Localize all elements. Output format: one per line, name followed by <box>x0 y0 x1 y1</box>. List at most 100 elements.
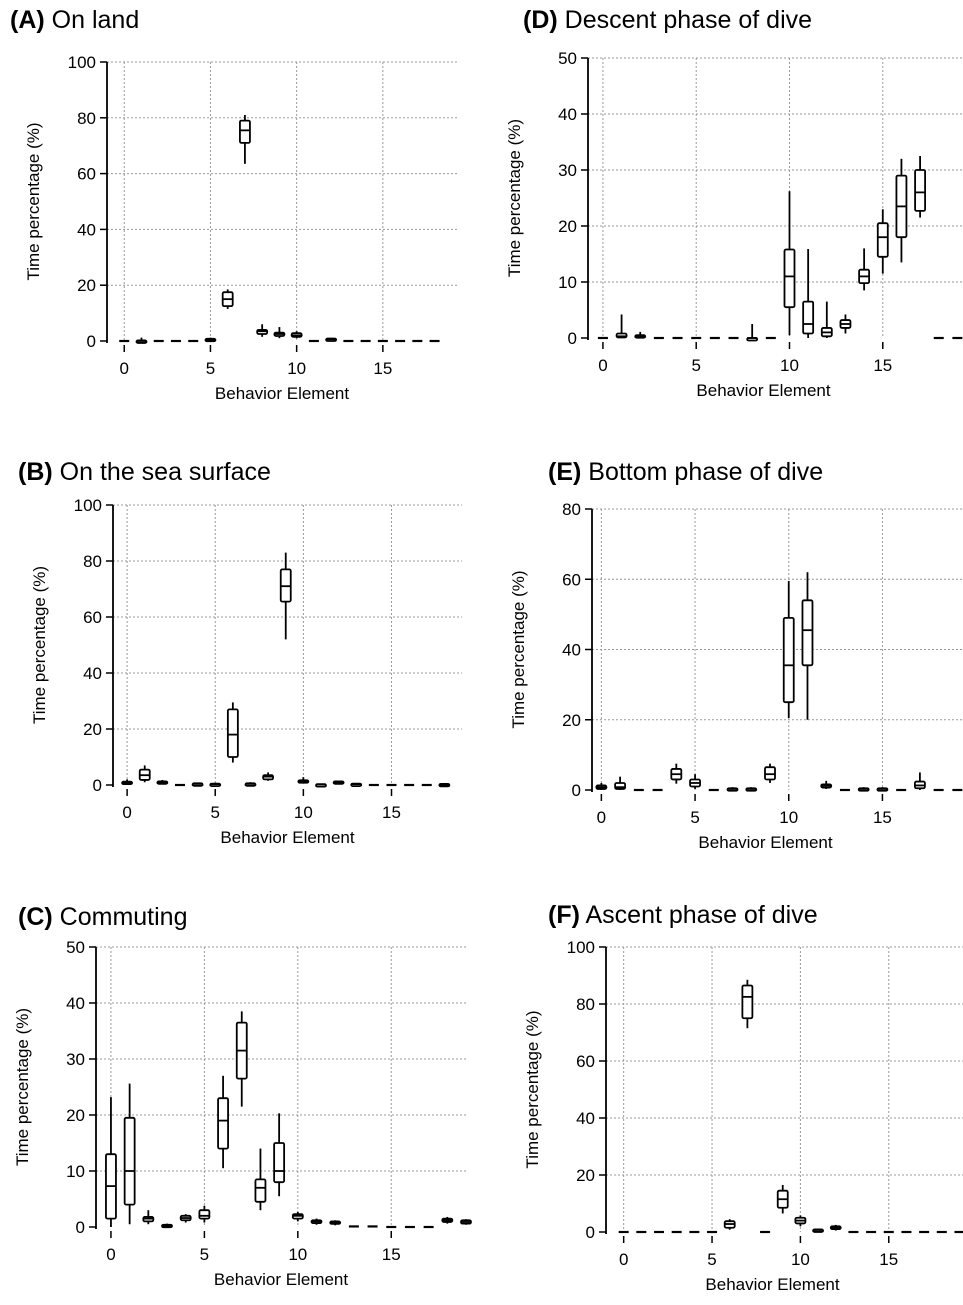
x-tick-label: 10 <box>791 1250 810 1269</box>
box-17 <box>914 156 926 218</box>
x-tick-label: 0 <box>619 1250 628 1269</box>
x-tick-label: 5 <box>691 356 700 375</box>
panel-title-text: Descent phase of dive <box>564 6 813 34</box>
box-body <box>783 248 796 309</box>
panel-letter: (A) <box>10 6 45 34</box>
panel-title: (A) On land <box>10 6 139 35</box>
box-11 <box>801 572 814 720</box>
box-body <box>782 616 795 704</box>
box-11 <box>310 1218 323 1225</box>
chart-c: 0 10 20 30 40 50 0 5 10 15 Behavior Element Time pe… <box>13 938 472 1289</box>
x-tick-label: 0 <box>120 359 129 378</box>
box-6 <box>217 1075 229 1169</box>
box-0 <box>121 779 134 786</box>
box-6 <box>226 702 239 763</box>
y-tick-label: 0 <box>93 776 102 795</box>
box-9 <box>776 1184 789 1214</box>
y-tick-label: 20 <box>66 1106 85 1125</box>
box-8 <box>256 324 269 337</box>
box-4 <box>670 763 683 784</box>
y-tick-label: 60 <box>576 1052 595 1071</box>
y-tick-label: 100 <box>68 53 96 72</box>
box-7 <box>235 1011 248 1107</box>
box-2 <box>634 331 647 339</box>
box-14 <box>858 248 871 291</box>
box-5 <box>204 337 217 343</box>
panel-c: (C) Commuting 0 10 20 30 40 50 0 5 10 15 Behavior … <box>0 0 480 1305</box>
y-tick-label: 20 <box>77 276 96 295</box>
box-body <box>741 984 754 1020</box>
panel-letter: (E) <box>548 458 582 486</box>
box-11 <box>812 1228 824 1233</box>
box-2 <box>142 1210 155 1225</box>
y-tick-label: 0 <box>568 329 577 348</box>
box-9 <box>273 327 286 339</box>
x-tick-label: 0 <box>122 803 131 822</box>
box-0 <box>595 782 608 790</box>
y-tick-label: 0 <box>87 332 96 351</box>
box-6 <box>723 1219 736 1230</box>
x-axis-label: Behavior Element <box>696 381 830 400</box>
box-1 <box>614 776 627 790</box>
chart-d: 0 10 20 30 40 50 0 5 10 15 Behavior Element Time pe… <box>505 49 963 400</box>
x-tick-label: 10 <box>780 356 799 375</box>
y-tick-label: 100 <box>567 938 595 957</box>
y-tick-label: 40 <box>66 994 85 1013</box>
box-body <box>123 1116 136 1206</box>
x-tick-label: 15 <box>873 808 892 827</box>
box-8 <box>746 324 759 342</box>
y-axis-label: Time percentage (%) <box>24 122 43 280</box>
box-body <box>226 708 239 758</box>
box-body <box>876 222 889 258</box>
y-tick-label: 40 <box>558 105 577 124</box>
box-body <box>802 300 815 335</box>
box-1 <box>615 314 628 339</box>
box-11 <box>315 783 327 788</box>
box-0 <box>105 1097 117 1227</box>
box-8 <box>254 1148 267 1211</box>
x-axis-label: Behavior Element <box>214 1270 348 1289</box>
x-axis-label: Behavior Element <box>705 1275 839 1294</box>
box-7 <box>239 115 251 164</box>
y-axis-label: Time percentage (%) <box>509 570 528 728</box>
x-tick-label: 0 <box>598 356 607 375</box>
box-19 <box>460 1219 472 1225</box>
panel-title: (E) Bottom phase of dive <box>548 458 823 487</box>
y-tick-label: 20 <box>83 720 102 739</box>
y-tick-label: 40 <box>562 641 581 660</box>
x-tick-label: 15 <box>382 803 401 822</box>
x-tick-label: 15 <box>373 359 392 378</box>
x-tick-label: 10 <box>294 803 313 822</box>
box-5 <box>198 1205 211 1223</box>
panel-title-text: Commuting <box>59 903 188 931</box>
y-axis-label: Time percentage (%) <box>505 119 524 277</box>
box-body <box>914 169 926 212</box>
y-tick-label: 30 <box>66 1050 85 1069</box>
y-tick-label: 10 <box>66 1162 85 1181</box>
y-tick-label: 80 <box>83 552 102 571</box>
box-body <box>801 599 814 667</box>
x-axis-label: Behavior Element <box>215 384 349 403</box>
y-tick-label: 60 <box>562 570 581 589</box>
box-1 <box>123 1083 136 1225</box>
x-tick-label: 15 <box>873 356 892 375</box>
box-body <box>217 1097 229 1150</box>
panel-letter: (F) <box>548 901 580 929</box>
x-axis-label: Behavior Element <box>698 833 832 852</box>
box-body <box>254 1178 267 1203</box>
box-12 <box>332 780 345 785</box>
x-axis-label: Behavior Element <box>220 828 354 847</box>
x-tick-label: 0 <box>106 1245 115 1264</box>
chart-a: 0 20 40 60 80 100 0 5 10 15 Behavior Element Time p… <box>24 53 457 403</box>
y-axis-label: Time percentage (%) <box>30 566 49 724</box>
box-7 <box>741 979 754 1029</box>
x-tick-label: 10 <box>779 808 798 827</box>
box-9 <box>764 763 776 783</box>
panel-letter: (C) <box>18 903 53 931</box>
x-tick-label: 5 <box>690 808 699 827</box>
box-18 <box>441 1216 454 1224</box>
y-tick-label: 40 <box>83 664 102 683</box>
box-4 <box>191 782 204 787</box>
